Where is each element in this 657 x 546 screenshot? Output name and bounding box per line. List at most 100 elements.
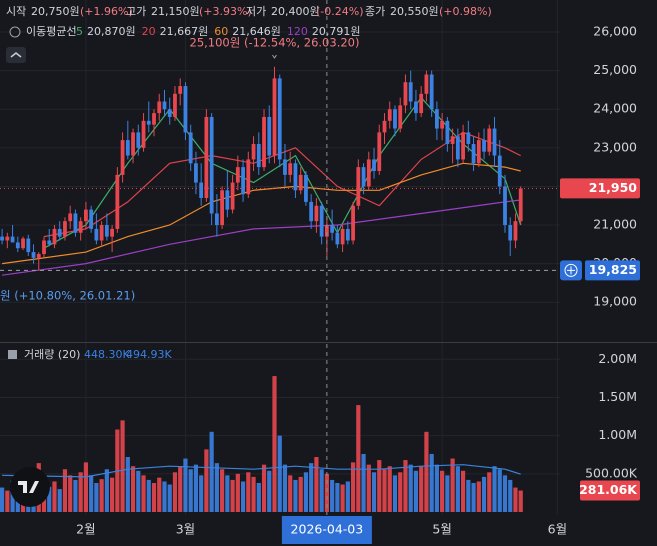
ohlc-value: 20,400원 [271, 5, 320, 18]
candle-body [351, 205, 355, 241]
volume-bar [214, 463, 219, 512]
candle-body [42, 240, 46, 254]
candle-body [366, 159, 371, 187]
candle-body [136, 132, 141, 148]
volume-bar [303, 472, 309, 512]
volume-title: 거래량 (20) [24, 348, 80, 361]
ma-legend-period: 5 [76, 25, 83, 38]
crosshair-date: 2026-04-03 [291, 522, 364, 537]
volume-bar [288, 475, 293, 512]
volume-bar [445, 475, 450, 512]
ma-line [2, 199, 521, 276]
volume-bar [403, 460, 408, 512]
candle-body [450, 136, 455, 144]
ma-legend-value: 21,646원 [232, 25, 281, 38]
y-tick-label: 1.50M [598, 389, 637, 404]
candle-body [293, 163, 298, 191]
volume-bar [455, 466, 460, 512]
volume-bar [392, 475, 398, 512]
volume-bar [513, 487, 518, 512]
volume-bar [413, 470, 419, 512]
ma-legend-value: 20,791원 [312, 25, 361, 38]
volume-bar [377, 460, 382, 512]
plot [0, 66, 523, 512]
volume-bar [251, 476, 256, 512]
candle-body [235, 167, 240, 183]
volume-bar [298, 476, 303, 512]
candle-body [283, 159, 287, 175]
candle-body [194, 163, 198, 183]
candle-body [466, 132, 471, 144]
y-tick-label: 1.00M [598, 427, 637, 442]
volume-bar [235, 473, 240, 512]
candle-body [262, 116, 266, 168]
candle-body [288, 163, 293, 175]
candle-body [89, 209, 94, 229]
volume-bar [314, 457, 319, 512]
candle-body [125, 140, 130, 156]
high-annotation: 25,100원 (-12.54%, 26.03.20) [190, 36, 360, 50]
ohlc-label: 종가 [365, 5, 385, 18]
volume-bar [466, 479, 471, 512]
y-tick-label: 26,000 [593, 24, 637, 39]
low-box [585, 260, 640, 281]
candle-body [84, 209, 88, 222]
ma-legend-title: 이동평균선 [26, 25, 77, 38]
candle-body [157, 101, 162, 114]
volume-bar [419, 466, 424, 512]
candle-body [508, 225, 513, 241]
candle-body [256, 143, 261, 168]
ohlc-value: 21,150원 [151, 5, 200, 18]
candle-body [497, 155, 502, 187]
candle-body [0, 236, 4, 241]
candle-body [387, 109, 392, 121]
volume-bar [89, 475, 94, 512]
candle-body [188, 132, 193, 164]
ohlc-change: (+1.96%) [80, 5, 133, 18]
candle-body [324, 225, 329, 237]
candle-body [330, 225, 335, 233]
candle-body [173, 93, 177, 117]
candle-body [377, 132, 382, 171]
candle-body [445, 120, 450, 144]
volume-bar [424, 431, 429, 512]
volume-bar [146, 479, 151, 512]
volume-ma-value: 494.93K [126, 348, 172, 361]
candle-body [199, 182, 204, 199]
candle-body [382, 120, 387, 133]
candle-body [356, 167, 361, 206]
candle-body [21, 238, 25, 249]
volume-bar [272, 376, 277, 512]
candle-body [141, 120, 146, 148]
volume-bar [52, 481, 57, 512]
collapse-button[interactable] [6, 47, 26, 63]
candle-body [73, 213, 78, 233]
y-tick-label: 500.00K [585, 465, 638, 480]
volume-bar [162, 481, 167, 512]
candle-body [47, 240, 52, 245]
volume-bar [387, 466, 392, 512]
volume-bar [125, 457, 130, 512]
candle-body [398, 105, 403, 129]
candle-body [345, 228, 350, 241]
volume-bar [246, 472, 251, 512]
volume-bar [151, 482, 157, 512]
candle-body [461, 132, 465, 160]
volume-bar [518, 490, 523, 512]
volume-bar [450, 458, 455, 512]
volume-bar [220, 469, 225, 512]
volume-bar [172, 472, 178, 512]
volume-bar [204, 449, 209, 512]
candle-body [10, 236, 15, 243]
candle-body [167, 109, 172, 117]
indicator-icon[interactable] [9, 26, 21, 38]
ma-legend-value: 20,870원 [87, 25, 136, 38]
volume-bar [476, 481, 481, 512]
volume-bar [361, 453, 366, 512]
candle-body [518, 188, 523, 222]
candle-body [241, 167, 245, 195]
ma-legend-value: 21,667원 [160, 25, 209, 38]
last-price-box [560, 178, 640, 199]
logo[interactable] [10, 467, 50, 507]
volume-bar [398, 472, 403, 512]
